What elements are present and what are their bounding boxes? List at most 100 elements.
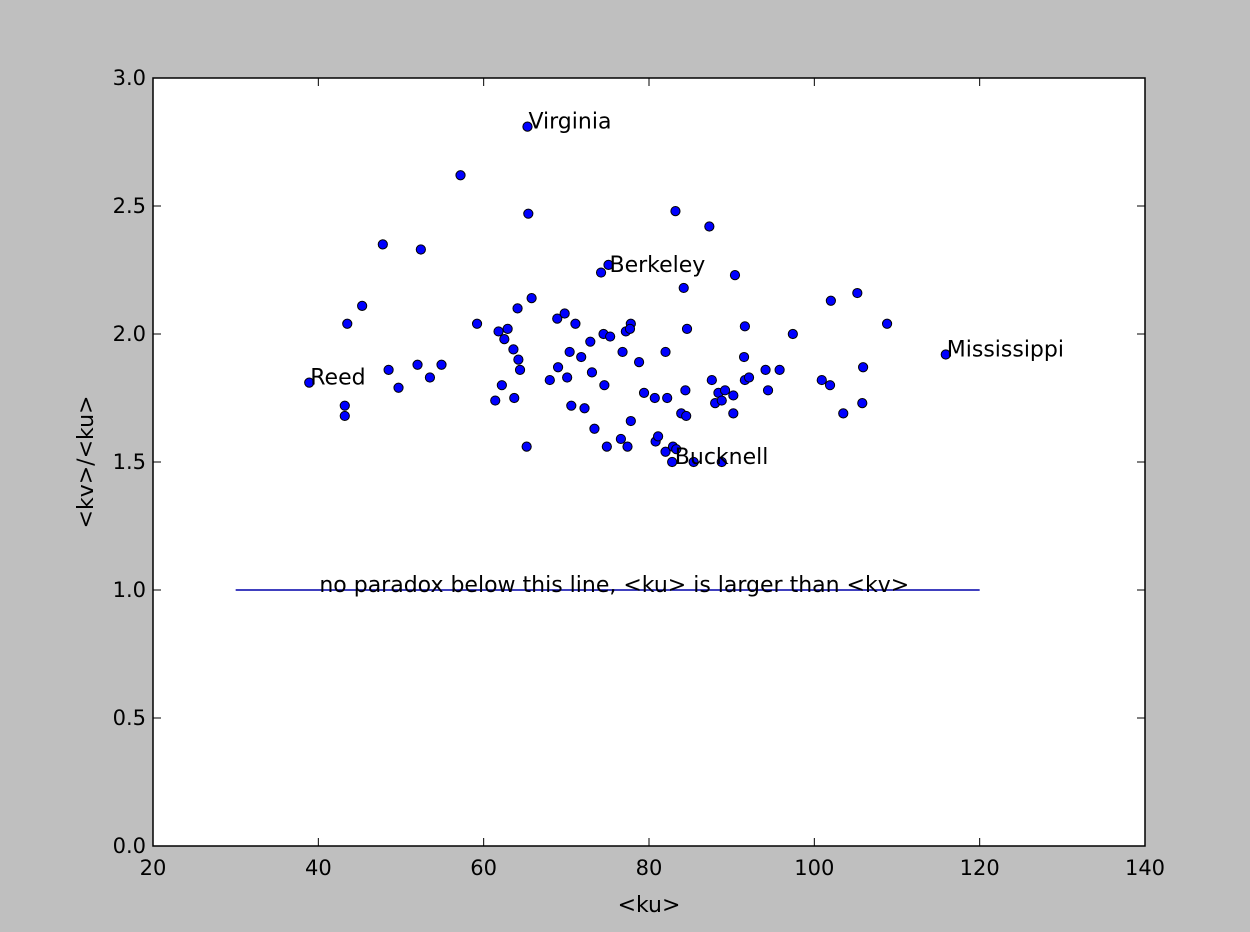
- data-point-57: [490, 395, 501, 406]
- data-point-92: [660, 446, 671, 457]
- data-point-3: [670, 206, 681, 217]
- data-point-59: [339, 400, 350, 411]
- data-point-16: [342, 318, 353, 329]
- ticks-layer: 20 40 60 80 100 120 140 0.0 0.5 1.0 1.5 2.0 2.5 3.0: [113, 66, 1165, 880]
- data-point-91: [652, 431, 664, 442]
- data-point-21: [508, 344, 519, 355]
- data-point-64: [649, 392, 660, 404]
- data-point-14: [357, 300, 368, 311]
- x-tick-label-1: 40: [305, 856, 332, 880]
- data-point-53: [544, 374, 555, 386]
- x-tick-label-2: 60: [470, 856, 497, 880]
- data-point-54: [562, 372, 573, 383]
- y-tick-label-2: 1.0: [113, 578, 146, 602]
- data-point-12: [825, 295, 836, 306]
- annotation-5: no paradox below this line, <ku> is larg…: [319, 573, 909, 598]
- data-point-55: [599, 380, 610, 391]
- data-point-37: [564, 346, 575, 358]
- data-point-70: [716, 395, 727, 406]
- data-point-97: [716, 456, 727, 468]
- data-point-10: [678, 282, 689, 294]
- data-point-47: [383, 364, 394, 375]
- data-point-89: [521, 441, 532, 452]
- data-point-67: [706, 374, 717, 386]
- data-point-2: [523, 208, 534, 219]
- data-point-83: [728, 408, 739, 419]
- data-point-18: [493, 326, 504, 337]
- x-tick-label-6: 140: [1125, 856, 1165, 880]
- data-point-79: [857, 398, 868, 409]
- data-point-87: [622, 441, 633, 452]
- y-tick-label-6: 3.0: [113, 66, 146, 90]
- data-point-23: [514, 364, 526, 375]
- data-point-35: [787, 328, 798, 340]
- data-point-8: [603, 259, 614, 270]
- annotation-4: Bucknell: [675, 445, 769, 470]
- data-point-74: [743, 372, 755, 383]
- y-tick-label-5: 2.5: [113, 194, 146, 218]
- plot-area: [153, 78, 1145, 846]
- x-axis-label: <ku>: [618, 893, 681, 918]
- data-point-46: [586, 367, 598, 378]
- data-point-77: [824, 380, 836, 391]
- y-tick-label-3: 1.5: [113, 450, 146, 474]
- data-point-50: [436, 359, 447, 370]
- data-point-76: [816, 374, 827, 386]
- data-point-40: [633, 357, 645, 368]
- data-point-80: [838, 408, 849, 419]
- data-point-5: [377, 239, 388, 250]
- data-point-25: [559, 308, 570, 319]
- x-tick-label-5: 120: [960, 856, 1000, 880]
- x-tick-label-4: 100: [794, 856, 834, 880]
- data-point-38: [576, 351, 587, 363]
- data-point-17: [471, 318, 483, 329]
- annotation-1: Berkeley: [609, 253, 705, 278]
- data-point-11: [852, 287, 863, 299]
- data-point-20: [499, 334, 510, 345]
- data-point-0: [522, 121, 533, 132]
- data-point-82: [681, 410, 692, 422]
- data-point-48: [412, 359, 423, 370]
- data-point-22: [513, 354, 524, 365]
- data-point-6: [415, 244, 426, 255]
- y-tick-label-4: 2.0: [113, 322, 146, 346]
- data-point-32: [624, 323, 636, 334]
- data-point-86: [615, 433, 626, 445]
- data-point-94: [671, 444, 682, 455]
- data-point-44: [774, 364, 785, 375]
- data-point-88: [601, 441, 612, 452]
- y-axis-label: <kv>/<ku>: [74, 396, 99, 529]
- data-point-61: [566, 400, 577, 411]
- data-point-72: [728, 390, 739, 401]
- data-point-85: [589, 423, 600, 434]
- annotation-2: Reed: [310, 366, 365, 391]
- data-point-66: [680, 385, 691, 396]
- data-point-58: [509, 392, 520, 404]
- y-tick-label-0: 0.0: [113, 834, 146, 858]
- data-point-36: [881, 318, 893, 329]
- data-point-33: [681, 323, 693, 334]
- annotations-layer: Virginia Berkeley Reed Mississippi Bucknell n…: [310, 110, 1064, 598]
- data-point-4: [704, 221, 715, 232]
- data-point-19: [502, 323, 513, 334]
- data-point-9: [729, 270, 741, 281]
- annotation-0: Virginia: [528, 110, 611, 135]
- data-point-29: [605, 331, 616, 342]
- data-point-78: [858, 362, 869, 373]
- data-point-52: [393, 382, 404, 393]
- data-point-65: [662, 392, 673, 404]
- y-tick-label-1: 0.5: [113, 706, 146, 730]
- data-point-41: [660, 346, 671, 358]
- plot-frame: [152, 77, 1146, 847]
- data-point-63: [638, 387, 650, 398]
- data-point-60: [339, 410, 350, 422]
- data-point-95: [667, 456, 678, 468]
- data-point-26: [570, 318, 581, 329]
- data-point-75: [762, 385, 774, 396]
- data-point-13: [526, 293, 537, 304]
- annotation-3: Mississippi: [947, 337, 1064, 362]
- data-point-98: [940, 349, 951, 360]
- data-point-84: [625, 415, 636, 427]
- x-tick-label-0: 20: [140, 856, 167, 880]
- data-point-7: [595, 267, 607, 278]
